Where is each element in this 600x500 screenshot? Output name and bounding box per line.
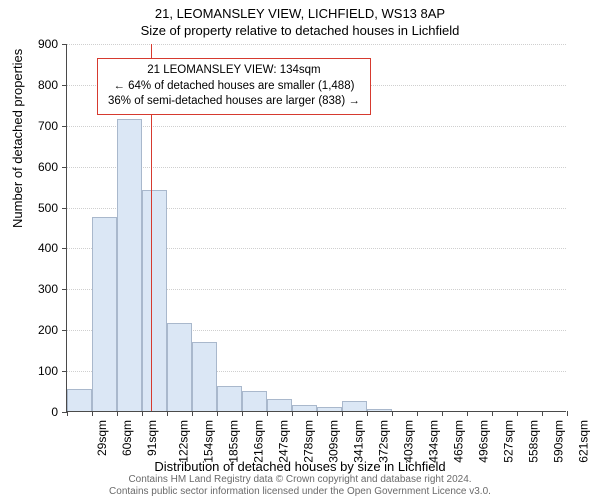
xtick-label: 465sqm [452,420,466,463]
xtick-mark [392,411,393,416]
xtick-mark [142,411,143,416]
xtick-label: 309sqm [327,420,341,463]
histogram-bar [292,405,317,411]
xtick-mark [267,411,268,416]
histogram-bar [67,389,92,411]
ytick-mark [62,330,67,331]
xtick-mark [367,411,368,416]
x-axis-label: Distribution of detached houses by size … [0,459,600,474]
xtick-label: 216sqm [252,420,266,463]
ytick-label: 200 [18,323,58,337]
xtick-mark [417,411,418,416]
histogram-bar [242,391,267,411]
xtick-label: 29sqm [95,420,109,456]
xtick-label: 621sqm [577,420,591,463]
xtick-mark [467,411,468,416]
chart-container: 21, LEOMANSLEY VIEW, LICHFIELD, WS13 8AP… [0,0,600,500]
xtick-mark [167,411,168,416]
xtick-mark [192,411,193,416]
ytick-label: 300 [18,282,58,296]
xtick-mark [67,411,68,416]
ytick-mark [62,371,67,372]
footer-line2: Contains public sector information licen… [0,486,600,498]
xtick-label: 558sqm [527,420,541,463]
ytick-label: 0 [18,405,58,419]
footer: Contains HM Land Registry data © Crown c… [0,474,600,498]
annotation-line: ← 64% of detached houses are smaller (1,… [108,79,360,95]
histogram-bar [92,217,117,411]
xtick-label: 372sqm [377,420,391,463]
xtick-mark [567,411,568,416]
ytick-mark [62,208,67,209]
xtick-mark [217,411,218,416]
xtick-label: 278sqm [302,420,316,463]
xtick-label: 91sqm [145,420,159,456]
histogram-bar [217,386,242,411]
xtick-label: 154sqm [202,420,216,463]
ytick-mark [62,248,67,249]
ytick-label: 100 [18,364,58,378]
ytick-label: 500 [18,201,58,215]
ytick-mark [62,289,67,290]
ytick-mark [62,126,67,127]
ytick-mark [62,85,67,86]
chart-area: 21 LEOMANSLEY VIEW: 134sqm← 64% of detac… [66,44,566,412]
ytick-label: 600 [18,160,58,174]
ytick-label: 700 [18,119,58,133]
gridline [67,44,566,45]
xtick-label: 60sqm [120,420,134,456]
xtick-mark [317,411,318,416]
xtick-mark [292,411,293,416]
ytick-label: 800 [18,78,58,92]
title-sub: Size of property relative to detached ho… [0,21,600,38]
xtick-mark [442,411,443,416]
xtick-mark [117,411,118,416]
ytick-label: 400 [18,241,58,255]
histogram-bar [342,401,367,411]
title-main: 21, LEOMANSLEY VIEW, LICHFIELD, WS13 8AP [0,0,600,21]
ytick-mark [62,44,67,45]
histogram-bar [142,190,167,411]
xtick-label: 527sqm [502,420,516,463]
xtick-label: 496sqm [477,420,491,463]
xtick-mark [342,411,343,416]
ytick-mark [62,167,67,168]
annotation-box: 21 LEOMANSLEY VIEW: 134sqm← 64% of detac… [97,58,371,115]
ytick-label: 900 [18,37,58,51]
xtick-mark [92,411,93,416]
xtick-mark [542,411,543,416]
xtick-label: 122sqm [177,420,191,463]
footer-line1: Contains HM Land Registry data © Crown c… [0,474,600,486]
xtick-label: 185sqm [227,420,241,463]
xtick-label: 403sqm [402,420,416,463]
xtick-mark [492,411,493,416]
histogram-bar [117,119,142,411]
xtick-label: 247sqm [277,420,291,463]
xtick-label: 434sqm [427,420,441,463]
annotation-line: 21 LEOMANSLEY VIEW: 134sqm [108,63,360,79]
plot: 21 LEOMANSLEY VIEW: 134sqm← 64% of detac… [66,44,566,412]
xtick-label: 341sqm [352,420,366,463]
xtick-mark [242,411,243,416]
histogram-bar [267,399,292,411]
histogram-bar [367,409,392,411]
histogram-bar [192,342,217,412]
xtick-label: 590sqm [552,420,566,463]
histogram-bar [167,323,192,411]
xtick-mark [517,411,518,416]
annotation-line: 36% of semi-detached houses are larger (… [108,94,360,110]
histogram-bar [317,407,342,411]
